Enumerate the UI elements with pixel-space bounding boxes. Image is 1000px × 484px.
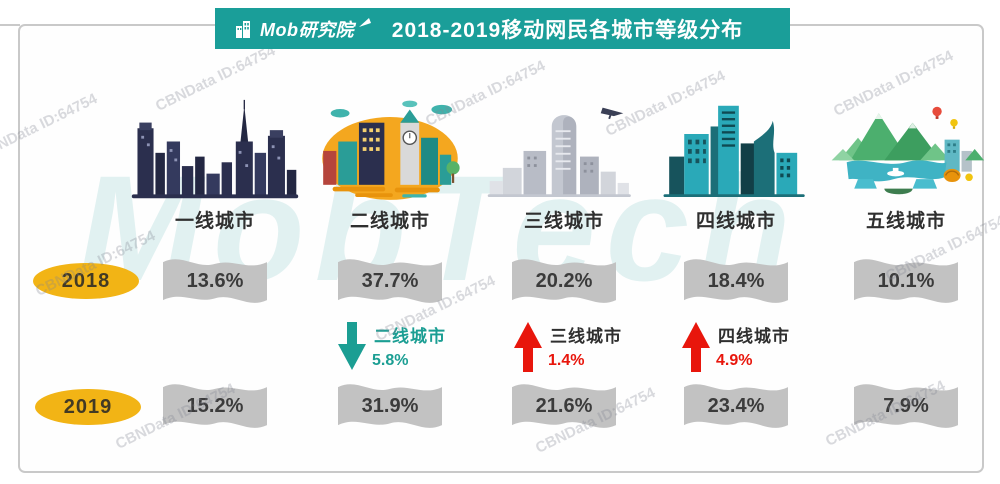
- tier2-2018-flag: 37.7%: [338, 253, 442, 311]
- tier4-2018-flag: 18.4%: [684, 253, 788, 311]
- tier1-skyline-icon: [131, 99, 299, 199]
- change-tier4: 四线城市 4.9%: [682, 320, 822, 378]
- tier2-label: 二线城市: [349, 211, 430, 232]
- tier5-city-illustration: [816, 90, 996, 202]
- plane-icon: [600, 107, 624, 117]
- tier4-2019-value: 23.4%: [707, 395, 765, 417]
- column-tier2: 二线城市 37.7% 31.9%: [300, 90, 480, 450]
- flag-shape: [684, 259, 788, 303]
- tier1-label: 一线城市: [174, 211, 255, 232]
- mob-logo: Mob研究院: [233, 16, 371, 42]
- building-logo-icon: [236, 20, 250, 38]
- tier3-label: 三线城市: [523, 211, 604, 232]
- tier5-landscape-icon: [831, 106, 985, 195]
- year-2018-badge: 2018: [33, 263, 139, 299]
- tier1-2018-flag: 13.6%: [163, 253, 267, 311]
- tier2-2019-value: 31.9%: [361, 395, 419, 417]
- tier1-2018-value: 13.6%: [186, 270, 244, 292]
- tier2-2018-value: 37.7%: [361, 270, 419, 292]
- tier2-skyline-icon: [322, 100, 460, 200]
- tier3-2019-value: 21.6%: [535, 395, 593, 417]
- tier3-city-illustration: [474, 90, 654, 202]
- flag-shape: [854, 259, 958, 303]
- border-stub: [0, 24, 20, 26]
- logo-flag-icon: [358, 17, 371, 27]
- down-arrow-icon: [338, 322, 366, 370]
- tier2-city-illustration: [300, 90, 480, 202]
- tier3-2018-value: 20.2%: [535, 270, 593, 292]
- tier3-2019-flag: 21.6%: [512, 378, 616, 436]
- tier5-2018-value: 10.1%: [877, 270, 935, 292]
- flag-shape: [163, 259, 267, 303]
- column-tier4: 四线城市 18.4% 23.4%: [646, 90, 826, 450]
- up-arrow-icon: [682, 322, 710, 372]
- column-tier1: 一线城市 13.6% 15.2%: [125, 90, 305, 450]
- tier5-2018-flag: 10.1%: [854, 253, 958, 311]
- title-banner: Mob研究院 2018-2019移动网民各城市等级分布: [215, 8, 790, 49]
- tier4-2019-flag: 23.4%: [684, 378, 788, 436]
- tier1-city-illustration: [125, 90, 305, 202]
- logo-text: Mob研究院: [260, 19, 354, 40]
- change-tier2-label: 二线城市: [374, 327, 446, 346]
- tier1-2019-flag: 15.2%: [163, 378, 267, 436]
- tier5-2019-flag: 7.9%: [854, 378, 958, 436]
- tier4-city-illustration: [646, 90, 826, 202]
- tier4-label: 四线城市: [695, 211, 776, 232]
- change-tier4-delta: 4.9%: [716, 352, 753, 369]
- flag-shape: [338, 384, 442, 428]
- tier3-skyline-icon: [487, 107, 631, 198]
- up-arrow-icon: [514, 322, 542, 372]
- column-tier3: 三线城市 20.2% 21.6%: [474, 90, 654, 450]
- tier3-2018-flag: 20.2%: [512, 253, 616, 311]
- change-tier4-label: 四线城市: [718, 327, 790, 346]
- flag-shape: [163, 384, 267, 428]
- tier4-2018-value: 18.4%: [707, 270, 765, 292]
- flag-shape: [512, 259, 616, 303]
- flag-shape: [338, 259, 442, 303]
- year-2019-badge: 2019: [35, 389, 141, 425]
- flag-shape: [854, 384, 958, 428]
- flag-shape: [684, 384, 788, 428]
- tier4-skyline-icon: [663, 105, 805, 198]
- change-tier2: 二线城市 5.8%: [338, 320, 478, 378]
- change-tier3: 三线城市 1.4%: [514, 320, 654, 378]
- tier2-2019-flag: 31.9%: [338, 378, 442, 436]
- change-tier3-delta: 1.4%: [548, 352, 585, 369]
- change-tier2-delta: 5.8%: [372, 352, 409, 369]
- tier5-2019-value: 7.9%: [883, 395, 929, 417]
- chart-title: 2018-2019移动网民各城市等级分布: [391, 18, 744, 42]
- tier5-label: 五线城市: [865, 211, 946, 232]
- tier1-2019-value: 15.2%: [186, 395, 244, 417]
- column-tier5: 五线城市 10.1% 7.9%: [816, 90, 996, 450]
- change-tier3-label: 三线城市: [550, 327, 622, 346]
- flag-shape: [512, 384, 616, 428]
